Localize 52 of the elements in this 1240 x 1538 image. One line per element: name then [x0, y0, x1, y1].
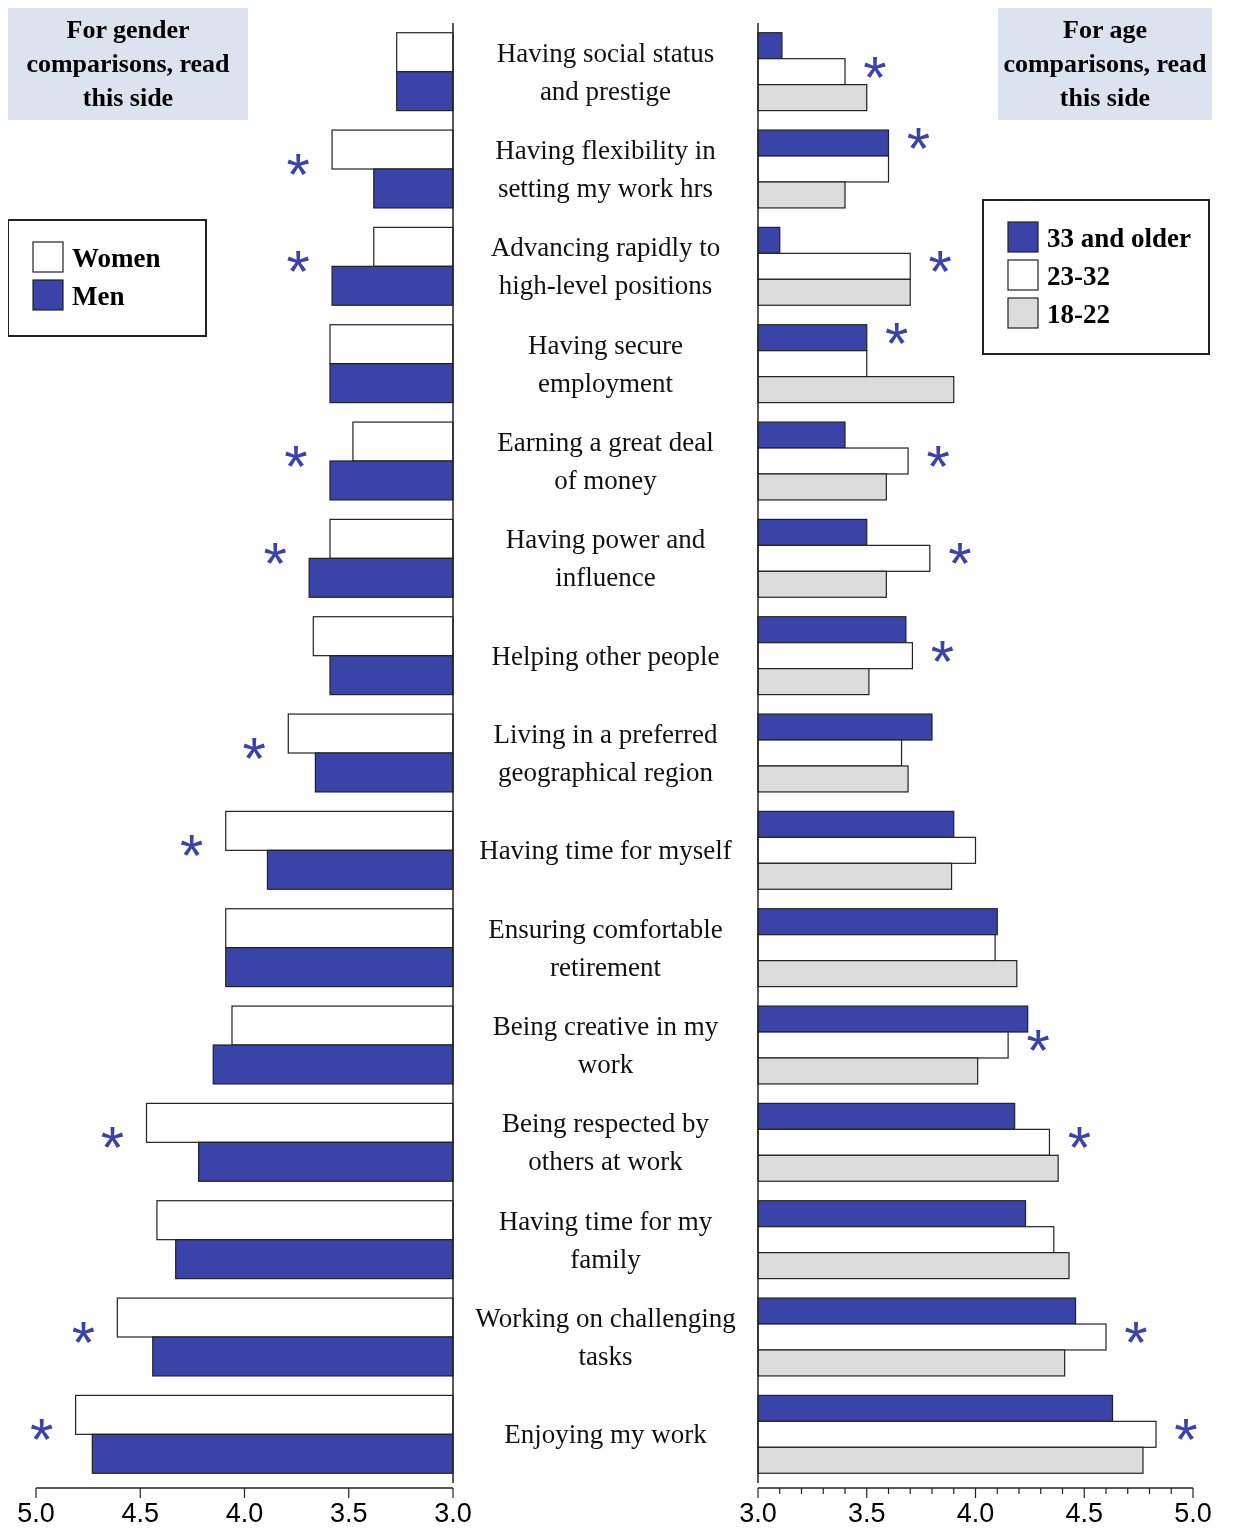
- x-tick-label: 4.5: [1065, 1498, 1104, 1528]
- annotation: *: [263, 530, 287, 598]
- annotation: *: [286, 238, 310, 306]
- y-tick-label: Being respected by others at work: [502, 1108, 710, 1177]
- x-tick-label: 3.0: [434, 1498, 472, 1528]
- text: For gender comparisons, read this side: [26, 15, 231, 112]
- annotation: *: [1124, 1309, 1148, 1376]
- y-tick-label: Earning a great deal of money: [497, 427, 714, 495]
- y-tick-label: Having power and influence: [505, 524, 706, 593]
- text: For age comparisons, read this side: [1003, 15, 1208, 112]
- annotation: *: [863, 43, 887, 111]
- y-tick-label: Enjoying my work: [504, 1419, 708, 1450]
- y-tick-label: Having time for myself: [479, 835, 732, 866]
- legend-label: Women: [72, 243, 161, 273]
- annotation: *: [242, 725, 266, 792]
- y-tick-label: Having time for my family: [498, 1205, 713, 1274]
- legend-label: 23-32: [1047, 261, 1110, 291]
- x-tick-label: 5.0: [1174, 1498, 1212, 1528]
- y-tick-label: Being creative in my work: [492, 1011, 719, 1079]
- legend-label: Men: [72, 281, 125, 311]
- legend-label: 33 and older: [1047, 223, 1192, 253]
- y-tick-label: Helping other people: [491, 640, 720, 671]
- annotation: *: [1067, 1114, 1092, 1182]
- annotation: *: [948, 530, 972, 598]
- legend-label: 18-22: [1047, 299, 1110, 329]
- x-tick-label: 4.5: [121, 1498, 160, 1528]
- x-tick-label: 3.5: [329, 1498, 368, 1528]
- y-tick-label: Advancing rapidly to high-level positions: [490, 232, 721, 301]
- annotation: *: [1026, 1017, 1050, 1084]
- annotation: *: [1174, 1406, 1198, 1474]
- y-tick-label: Working on challenging tasks: [475, 1303, 736, 1371]
- x-tick-label: 4.0: [956, 1498, 995, 1528]
- x-tick-label: 3.0: [739, 1498, 777, 1528]
- x-tick-label: 5.0: [17, 1498, 55, 1528]
- annotation: *: [284, 433, 308, 500]
- annotation: *: [100, 1114, 125, 1182]
- y-tick-label: Having secure employment: [527, 329, 684, 398]
- annotation: *: [29, 1406, 54, 1474]
- y-tick-label: Living in a preferred geographical region: [493, 719, 719, 787]
- y-tick-label: Ensuring comfortable retirement: [488, 913, 723, 982]
- x-tick-label: 4.0: [225, 1498, 264, 1528]
- annotation: *: [286, 141, 310, 208]
- annotation: *: [930, 627, 955, 695]
- annotation: *: [928, 238, 952, 306]
- annotation: *: [180, 822, 204, 890]
- annotation: *: [885, 309, 909, 377]
- y-tick-label: Having social status and prestige: [496, 37, 715, 106]
- annotation: *: [926, 433, 950, 500]
- x-tick-label: 3.5: [847, 1498, 886, 1528]
- y-tick-label: Having flexibility in setting my work hrs: [495, 135, 717, 203]
- annotation: *: [906, 115, 931, 183]
- annotation: *: [71, 1309, 95, 1376]
